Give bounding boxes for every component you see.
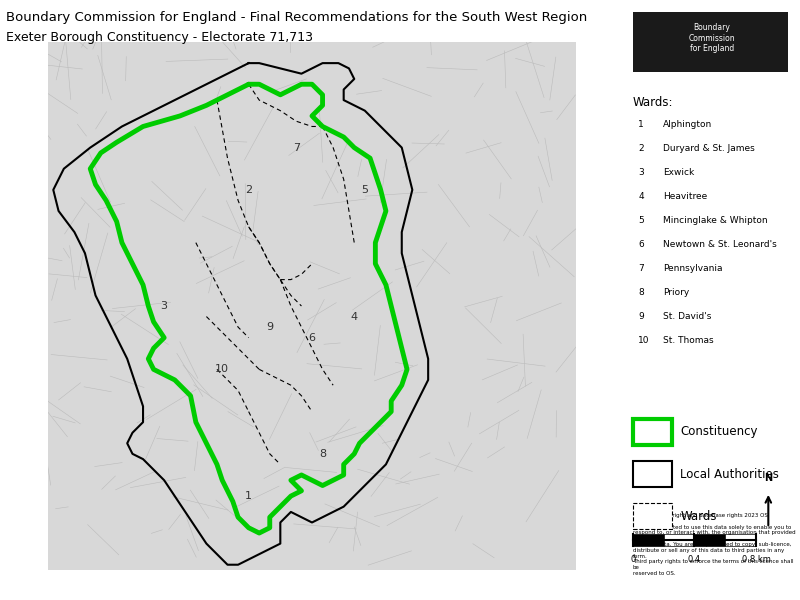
Bar	[694, 534, 725, 546]
Text: Wards: Wards	[680, 509, 717, 523]
Text: Newtown & St. Leonard's: Newtown & St. Leonard's	[662, 240, 777, 249]
Text: 10: 10	[215, 364, 230, 374]
Text: Priory: Priory	[662, 288, 689, 297]
Text: © Crown copyright and database rights 2023 OS 100019269.
You are permitted to us: © Crown copyright and database rights 20…	[633, 512, 795, 576]
Text: 9: 9	[266, 322, 274, 332]
Text: 8: 8	[319, 449, 326, 459]
Text: 0.8 km: 0.8 km	[742, 555, 770, 564]
Bar	[633, 503, 671, 529]
Text: Local Authorities: Local Authorities	[680, 467, 779, 481]
Text: 4: 4	[350, 311, 358, 322]
Text: N: N	[764, 473, 772, 483]
Text: Alphington: Alphington	[662, 120, 712, 129]
Text: 9: 9	[638, 312, 644, 321]
Text: Exeter Borough Constituency - Electorate 71,713: Exeter Borough Constituency - Electorate…	[6, 31, 314, 44]
Text: 1: 1	[638, 120, 644, 129]
Text: 3: 3	[161, 301, 168, 311]
Text: 7: 7	[293, 143, 300, 152]
Text: St. David's: St. David's	[662, 312, 711, 321]
Text: 1: 1	[245, 491, 252, 501]
Text: Heavitree: Heavitree	[662, 192, 707, 201]
Text: Boundary Commission for England - Final Recommendations for the South West Regio: Boundary Commission for England - Final …	[6, 10, 587, 23]
Text: 2: 2	[245, 185, 252, 195]
Text: Mincinglake & Whipton: Mincinglake & Whipton	[662, 216, 767, 225]
Bar	[633, 461, 671, 487]
Text: 4: 4	[638, 192, 644, 201]
Text: 2: 2	[638, 144, 644, 153]
Text: 0.4: 0.4	[688, 555, 701, 564]
Text: 3: 3	[638, 168, 644, 177]
Text: 5: 5	[362, 185, 368, 195]
Text: Wards:: Wards:	[633, 96, 674, 109]
Text: Boundary
Commission
for England: Boundary Commission for England	[689, 23, 735, 53]
Text: Duryard & St. James: Duryard & St. James	[662, 144, 754, 153]
Text: Exwick: Exwick	[662, 168, 694, 177]
Text: 6: 6	[638, 240, 644, 249]
Bar	[664, 534, 694, 546]
Text: Constituency: Constituency	[680, 425, 758, 439]
FancyBboxPatch shape	[633, 12, 788, 72]
Text: St. Thomas: St. Thomas	[662, 336, 714, 345]
Text: 7: 7	[638, 264, 644, 273]
Text: 6: 6	[309, 332, 315, 343]
Bar	[633, 534, 663, 546]
Text: 8: 8	[638, 288, 644, 297]
Bar	[633, 419, 671, 445]
Bar	[726, 534, 756, 546]
Text: 10: 10	[638, 336, 650, 345]
Text: Pennsylvania: Pennsylvania	[662, 264, 722, 273]
Text: 5: 5	[638, 216, 644, 225]
Text: 0: 0	[630, 555, 635, 564]
